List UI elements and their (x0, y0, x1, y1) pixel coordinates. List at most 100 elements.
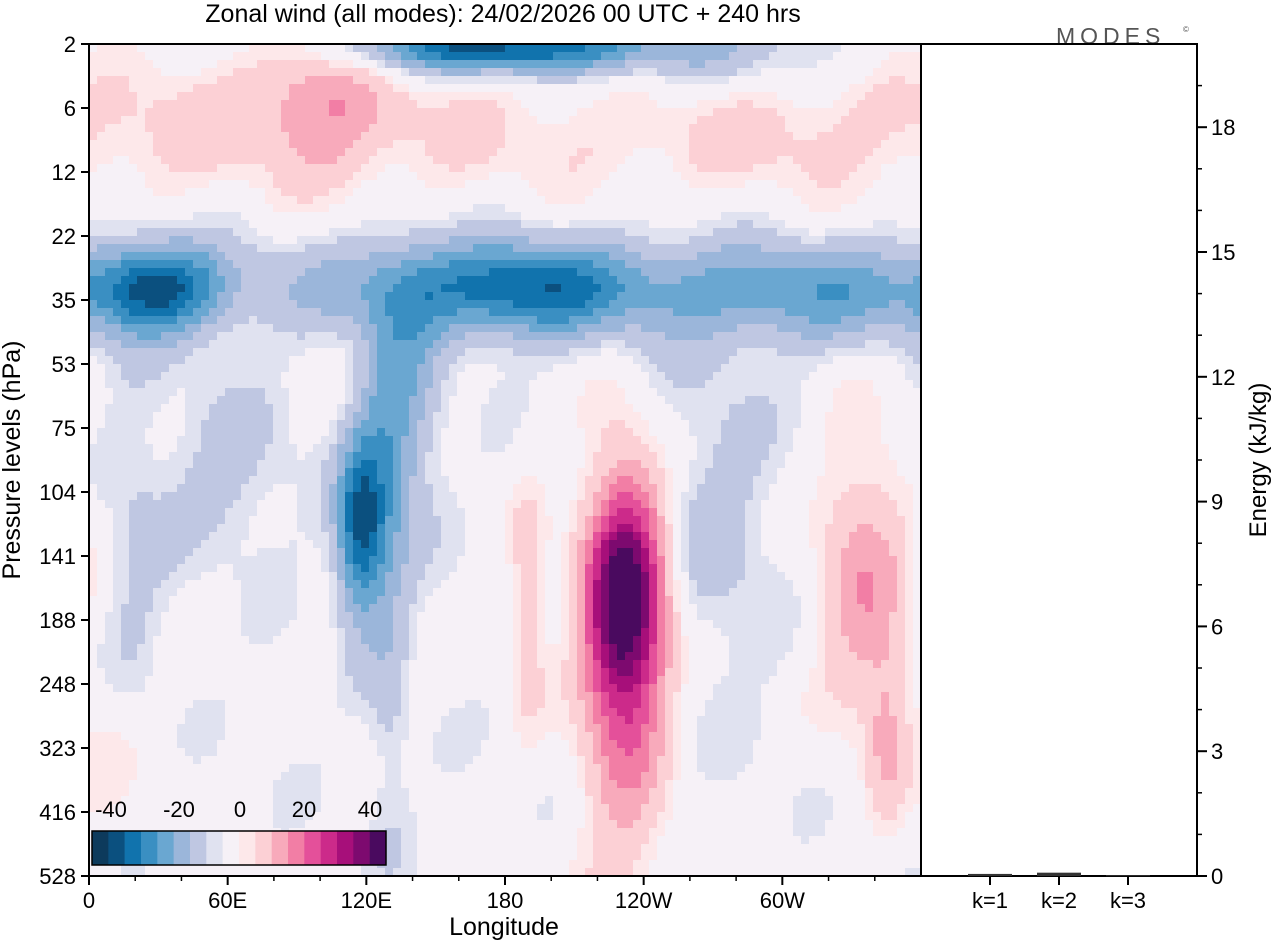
heatmap-cell (513, 100, 522, 109)
heatmap-cell (601, 220, 610, 229)
heatmap-cell (273, 188, 282, 197)
heatmap-cell (441, 212, 450, 221)
heatmap-cell (433, 196, 442, 205)
heatmap-cell (753, 252, 762, 261)
heatmap-cell (777, 244, 786, 253)
heatmap-cell (521, 228, 530, 237)
heatmap-cell (417, 212, 426, 221)
heatmap-cell (521, 220, 530, 229)
heatmap-cell (689, 252, 698, 261)
heatmap-cell (337, 140, 346, 149)
heatmap-cell (577, 372, 586, 381)
heatmap-cell (337, 60, 346, 69)
heatmap-cell (761, 276, 770, 285)
heatmap-cell (185, 212, 194, 221)
heatmap-cell (737, 388, 746, 397)
heatmap-cell (705, 164, 714, 173)
heatmap-cell (865, 284, 874, 293)
heatmap-cell (113, 204, 122, 213)
heatmap-cell (673, 44, 682, 53)
heatmap-cell (361, 252, 370, 261)
heatmap-cell (593, 124, 602, 133)
heatmap-cell (825, 316, 834, 325)
heatmap-cell (745, 196, 754, 205)
heatmap-cell (209, 324, 218, 333)
heatmap-cell (673, 196, 682, 205)
heatmap-cell (473, 164, 482, 173)
heatmap-cell (913, 60, 921, 69)
heatmap-cell (529, 76, 538, 85)
heatmap-cell (393, 116, 402, 125)
heatmap-cell (113, 68, 122, 77)
heatmap-cell (601, 148, 610, 157)
heatmap-cell (233, 44, 242, 53)
heatmap-cell (673, 340, 682, 349)
heatmap-cell (313, 284, 322, 293)
heatmap-cell (281, 292, 290, 301)
heatmap-cell (681, 260, 690, 269)
heatmap-cell (401, 156, 410, 165)
heatmap-cell (777, 148, 786, 157)
heatmap-cell (769, 420, 778, 429)
heatmap-cell (441, 292, 450, 301)
heatmap-cell (489, 324, 498, 333)
heatmap-cell (273, 276, 282, 285)
heatmap-cell (377, 236, 386, 245)
heatmap-cell (889, 172, 898, 181)
heatmap-cell (489, 196, 498, 205)
heatmap-cell (881, 316, 890, 325)
heatmap-cell (769, 84, 778, 93)
heatmap-cell (905, 108, 914, 117)
heatmap-cell (593, 172, 602, 181)
heatmap-cell (161, 132, 170, 141)
heatmap-cell (729, 236, 738, 245)
heatmap-cell (673, 148, 682, 157)
heatmap-cell (113, 148, 122, 157)
heatmap-cell (801, 196, 810, 205)
heatmap-cell (569, 252, 578, 261)
heatmap-cell (737, 76, 746, 85)
heatmap-cell (361, 52, 370, 61)
heatmap-cell (241, 92, 250, 101)
heatmap-cell (249, 228, 258, 237)
heatmap-cell (801, 228, 810, 237)
heatmap-cell (641, 164, 650, 173)
heatmap-cell (617, 148, 626, 157)
heatmap-cell (345, 268, 354, 277)
heatmap-cell (777, 172, 786, 181)
heatmap-cell (849, 356, 858, 365)
heatmap-cell (353, 212, 362, 221)
heatmap-cell (681, 292, 690, 301)
heatmap-cell (601, 324, 610, 333)
heatmap-cell (553, 268, 562, 277)
heatmap-cell (345, 364, 354, 373)
heatmap-cell (225, 380, 234, 389)
heatmap-cell (369, 52, 378, 61)
heatmap-cell (281, 380, 290, 389)
heatmap-cell (305, 404, 314, 413)
heatmap-cell (665, 212, 674, 221)
heatmap-cell (897, 284, 906, 293)
heatmap-cell (209, 108, 218, 117)
heatmap-cell (705, 188, 714, 197)
heatmap-cell (313, 372, 322, 381)
heatmap-cell (193, 228, 202, 237)
heatmap-cell (361, 380, 370, 389)
heatmap-cell (657, 420, 666, 429)
heatmap-cell (561, 132, 570, 141)
heatmap-cell (153, 356, 162, 365)
heatmap-cell (681, 108, 690, 117)
heatmap-cell (121, 292, 130, 301)
heatmap-cell (313, 68, 322, 77)
heatmap-cell (361, 236, 370, 245)
heatmap-cell (817, 164, 826, 173)
heatmap-cell (617, 60, 626, 69)
heatmap-cell (177, 268, 186, 277)
heatmap-cell (849, 172, 858, 181)
heatmap-cell (537, 100, 546, 109)
heatmap-cell (361, 316, 370, 325)
heatmap-cell (345, 252, 354, 261)
heatmap-cell (801, 68, 810, 77)
heatmap-cell (825, 252, 834, 261)
heatmap-cell (601, 228, 610, 237)
